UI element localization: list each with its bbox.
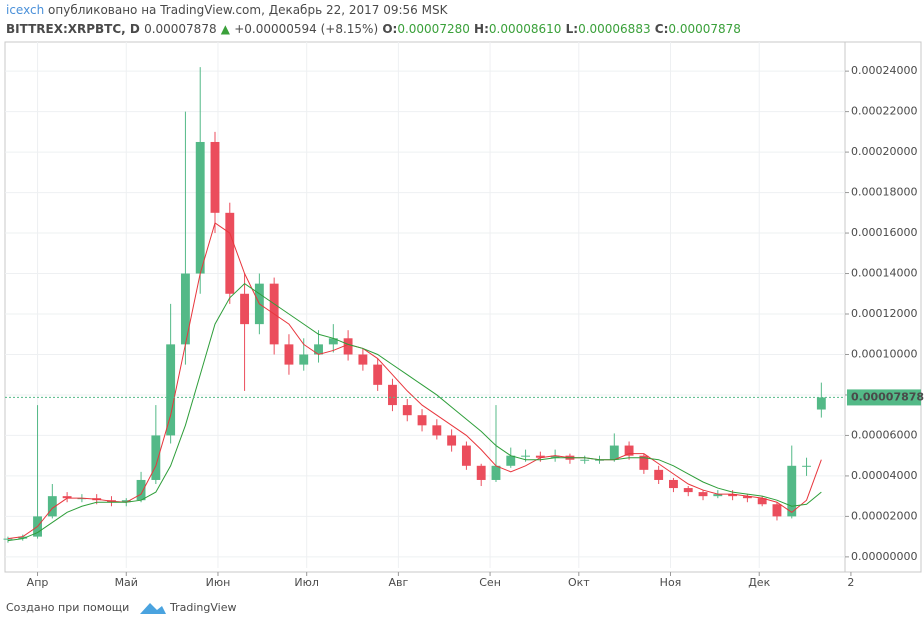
y-tick-label: 0.00006000 (851, 428, 917, 441)
candle-body (121, 500, 131, 503)
o: 0.00007280 (397, 22, 470, 36)
candle-body (240, 293, 250, 325)
candle-body (816, 397, 826, 410)
symbol: BITTREX:XRPBTC, D (6, 22, 140, 36)
candle-body (609, 445, 619, 460)
y-tick-label: 0.00016000 (851, 226, 917, 239)
candle-body (358, 354, 368, 365)
x-tick-label: Окт (568, 576, 590, 589)
last: 0.00007878 (144, 22, 217, 36)
footer-brand[interactable]: TradingView (169, 601, 236, 614)
y-tick-label: 0.00002000 (851, 509, 917, 522)
candle-body (742, 496, 752, 499)
l-label: L: (566, 22, 578, 36)
frame (4, 41, 922, 573)
candle-body (772, 504, 782, 517)
l: 0.00006883 (578, 22, 651, 36)
candle-body (62, 496, 72, 499)
ma-line (7, 283, 822, 542)
candle-body (654, 469, 664, 480)
y-tick-label: 0.00010000 (851, 347, 917, 360)
candle-body (535, 455, 545, 458)
candle-body (151, 435, 161, 480)
candle-body (3, 538, 13, 540)
candle-body (506, 455, 516, 466)
candle-body (698, 492, 708, 497)
x-tick-label: Июн (206, 576, 231, 589)
x-tick-label: 2 (847, 576, 854, 589)
x-tick-label: Апр (27, 576, 49, 589)
candle-body (47, 496, 57, 517)
x-tick-label: Ноя (660, 576, 682, 589)
candle-body (343, 338, 353, 355)
candle-body (787, 465, 797, 517)
y-tick-label: 0.00024000 (851, 64, 917, 77)
candle-body (550, 455, 560, 458)
arrow: ▲ (221, 22, 231, 36)
ma-line (7, 222, 822, 540)
user[interactable]: icexch (6, 3, 44, 17)
candle-body (388, 384, 397, 406)
candle-body (491, 465, 501, 480)
candle-body (728, 494, 738, 497)
x-tick-label: Июл (294, 576, 319, 589)
candle-body (802, 465, 811, 467)
candle-body (373, 364, 383, 385)
y-tick-label: 0.00012000 (851, 307, 917, 320)
logo[interactable] (140, 603, 166, 614)
published: опубликовано на TradingView.com, Декабрь… (48, 3, 449, 17)
candle-body (195, 141, 205, 274)
x-tick-label: Сен (479, 576, 501, 589)
y-tick-label: 0.00014000 (851, 267, 917, 280)
x-tick-label: Май (115, 576, 138, 589)
candle-body (669, 479, 678, 489)
y-tick-label: 0.00000000 (851, 550, 917, 563)
candle-body (417, 415, 427, 426)
candle-body (757, 498, 767, 505)
candle-body (476, 465, 486, 480)
candle-body (210, 141, 220, 213)
last-price-tag (847, 389, 921, 406)
y-tick-label: 0.00018000 (851, 186, 917, 199)
candle-body (580, 459, 590, 461)
candle-body (432, 425, 442, 436)
last-price-label: 0.00007878 (851, 390, 924, 403)
candle-body (299, 354, 309, 365)
candle-body (713, 494, 723, 497)
candle-body (284, 344, 294, 365)
x-tick-label: Дек (748, 576, 770, 589)
candle-body (18, 536, 28, 539)
c-label: C: (655, 22, 669, 36)
o-label: O: (382, 22, 397, 36)
candle-body (225, 212, 235, 294)
symbol-line: BITTREX:XRPBTC, D 0.00007878 ▲ +0.000005… (6, 22, 741, 36)
candle-body (166, 344, 176, 436)
x-tick-label: Авг (388, 576, 408, 589)
candle-body (180, 273, 190, 345)
candle-body (639, 455, 649, 470)
candle-body (447, 435, 457, 446)
h: 0.00008610 (489, 22, 562, 36)
change: +0.00000594 (+8.15%) (234, 22, 378, 36)
c: 0.00007878 (668, 22, 741, 36)
candle-body (328, 338, 338, 345)
footer-text: Создано при помощи (6, 601, 129, 614)
y-tick-label: 0.00020000 (851, 145, 917, 158)
y-tick-label: 0.00022000 (851, 105, 917, 118)
candle-body (314, 344, 323, 355)
candle-body (461, 445, 471, 466)
h-label: H: (474, 22, 489, 36)
candle-body (136, 479, 146, 501)
candle-body (624, 445, 634, 456)
y-tick-label: 0.00004000 (851, 469, 917, 482)
candle-body (402, 405, 412, 416)
header-line: icexch опубликовано на TradingView.com, … (6, 3, 449, 17)
candle-body (683, 488, 693, 493)
candle-body (521, 455, 530, 457)
